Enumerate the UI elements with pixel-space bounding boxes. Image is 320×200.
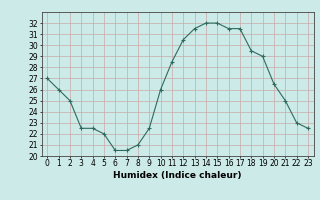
- X-axis label: Humidex (Indice chaleur): Humidex (Indice chaleur): [113, 171, 242, 180]
